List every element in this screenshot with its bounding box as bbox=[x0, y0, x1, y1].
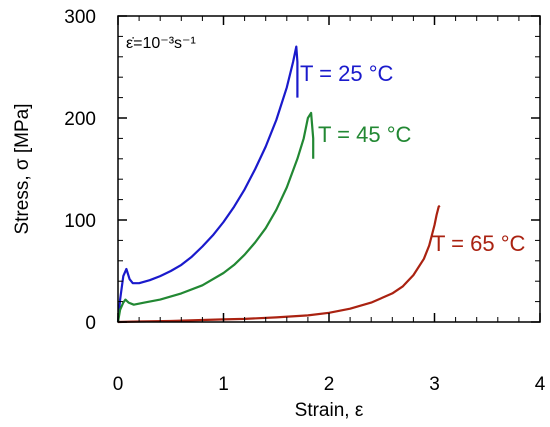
y-axis-title: Stress, σ [MPa] bbox=[12, 103, 33, 234]
x-axis-title: Strain, ε bbox=[295, 400, 364, 421]
x-tick-label: 3 bbox=[429, 374, 440, 395]
series-label-25c: T = 25 °C bbox=[300, 61, 393, 86]
y-tick-label: 200 bbox=[64, 109, 96, 130]
series-labels: T = 25 °C T = 45 °C T = 65 °C bbox=[300, 61, 525, 256]
y-tick-label: 0 bbox=[85, 313, 96, 334]
ticks-layer: 0 1 2 3 4 0 100 200 300 bbox=[64, 7, 545, 395]
series-label-65c: T = 65 °C bbox=[432, 231, 525, 256]
x-tick-label: 2 bbox=[324, 374, 335, 395]
y-tick-label: 100 bbox=[64, 211, 96, 232]
strain-rate-annotation: ε̇=10⁻³s⁻¹ bbox=[126, 35, 196, 52]
x-tick-label: 4 bbox=[535, 374, 546, 395]
series-line-45c bbox=[116, 111, 315, 323]
series-label-45c: T = 45 °C bbox=[318, 122, 411, 147]
x-tick-label: 1 bbox=[218, 374, 229, 395]
x-tick-label: 0 bbox=[113, 374, 124, 395]
series-layer bbox=[116, 45, 441, 324]
y-tick-label: 300 bbox=[64, 7, 96, 28]
series-line-65c bbox=[117, 204, 441, 324]
series-line-25c bbox=[116, 45, 299, 323]
